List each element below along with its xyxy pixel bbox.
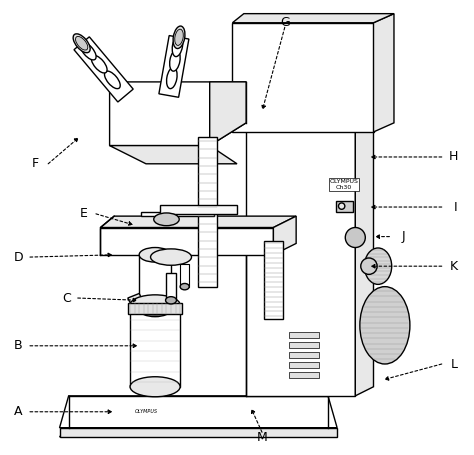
- Ellipse shape: [365, 248, 392, 284]
- Bar: [165, 273, 176, 300]
- Text: C: C: [62, 292, 71, 304]
- Text: I: I: [454, 201, 458, 213]
- Bar: [232, 23, 374, 132]
- Bar: [289, 372, 319, 378]
- Ellipse shape: [172, 35, 183, 56]
- Bar: [264, 241, 283, 318]
- Text: F: F: [32, 157, 39, 170]
- Text: B: B: [14, 339, 23, 352]
- Polygon shape: [374, 14, 394, 132]
- Text: L: L: [451, 358, 458, 370]
- Bar: [100, 228, 273, 255]
- Ellipse shape: [170, 50, 180, 71]
- Bar: [180, 264, 189, 287]
- Polygon shape: [74, 37, 133, 102]
- Bar: [130, 305, 180, 387]
- Ellipse shape: [175, 29, 183, 46]
- Text: K: K: [449, 260, 458, 273]
- Ellipse shape: [345, 228, 365, 248]
- Ellipse shape: [151, 249, 191, 265]
- Text: J: J: [402, 230, 405, 243]
- Text: D: D: [14, 251, 24, 263]
- Bar: [128, 303, 182, 314]
- Polygon shape: [60, 396, 337, 428]
- Ellipse shape: [173, 26, 185, 49]
- Text: OLYMPUS
Ch30: OLYMPUS Ch30: [329, 179, 358, 190]
- Ellipse shape: [81, 42, 96, 60]
- Polygon shape: [273, 216, 296, 255]
- Bar: [139, 255, 171, 309]
- Text: A: A: [14, 405, 23, 418]
- Polygon shape: [128, 293, 141, 303]
- Text: M: M: [256, 430, 267, 444]
- Ellipse shape: [130, 295, 180, 315]
- Bar: [246, 123, 356, 396]
- Ellipse shape: [361, 258, 377, 274]
- Ellipse shape: [165, 297, 176, 304]
- Text: G: G: [280, 16, 290, 29]
- Bar: [289, 332, 319, 338]
- Bar: [289, 362, 319, 368]
- Ellipse shape: [338, 203, 345, 209]
- Polygon shape: [246, 111, 374, 123]
- Ellipse shape: [75, 36, 88, 50]
- Ellipse shape: [139, 248, 171, 262]
- Text: H: H: [448, 151, 458, 163]
- Polygon shape: [210, 82, 246, 146]
- Text: E: E: [80, 207, 88, 220]
- Polygon shape: [160, 205, 237, 214]
- Polygon shape: [159, 35, 189, 97]
- Polygon shape: [109, 146, 237, 164]
- Polygon shape: [60, 428, 337, 437]
- Bar: [336, 201, 354, 212]
- Polygon shape: [141, 212, 214, 216]
- Text: OLYMPUS: OLYMPUS: [135, 410, 157, 414]
- Polygon shape: [109, 82, 246, 146]
- Bar: [289, 352, 319, 358]
- Ellipse shape: [130, 377, 180, 397]
- Polygon shape: [100, 216, 296, 228]
- Ellipse shape: [73, 34, 90, 53]
- Polygon shape: [60, 428, 337, 437]
- Ellipse shape: [91, 56, 107, 73]
- Ellipse shape: [166, 67, 177, 89]
- Bar: [198, 136, 217, 287]
- Ellipse shape: [104, 71, 120, 89]
- Ellipse shape: [360, 287, 410, 364]
- Ellipse shape: [180, 283, 189, 290]
- Ellipse shape: [139, 302, 171, 317]
- Ellipse shape: [154, 213, 179, 226]
- Bar: [289, 342, 319, 348]
- Polygon shape: [356, 111, 374, 396]
- Polygon shape: [232, 14, 394, 23]
